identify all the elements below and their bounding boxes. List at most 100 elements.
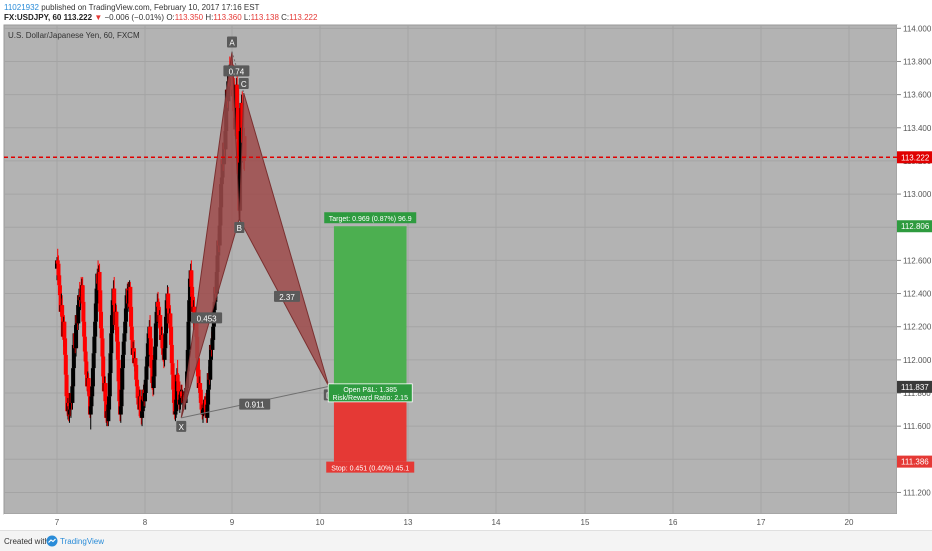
y-tick-label: 113.400	[903, 124, 932, 133]
x-tick-label: 20	[845, 518, 854, 527]
pattern-point-box	[227, 36, 237, 48]
profit-zone[interactable]	[333, 226, 407, 387]
tradingview-link[interactable]: TradingView	[60, 537, 105, 546]
candle-body	[152, 359, 157, 377]
candle-body	[189, 270, 194, 287]
candle-body	[154, 311, 159, 324]
axis-label-target[interactable]: 112.806	[897, 220, 932, 233]
candle	[63, 348, 68, 380]
candle-body	[94, 288, 99, 304]
stop-label: Stop: 0.451 (0.40%) 45.1	[326, 461, 415, 473]
candle	[98, 301, 104, 334]
pattern-point-c[interactable]: C	[238, 77, 249, 89]
y-tick-label: 112.600	[903, 256, 932, 265]
axis-label-entry[interactable]: 111.837	[897, 380, 932, 393]
last-price: 113.222	[63, 13, 93, 22]
candle-body	[63, 354, 68, 375]
pattern-point-a[interactable]: A	[227, 36, 237, 48]
candle-body	[120, 354, 126, 369]
axis-label-text: 111.386	[901, 458, 929, 467]
y-tick-label: 111.200	[903, 488, 931, 497]
tradingview-logo-icon[interactable]	[46, 535, 58, 547]
candle-body	[171, 374, 176, 390]
pattern-ratio[interactable]: 2.37	[274, 290, 300, 302]
candle-body	[164, 316, 169, 334]
candle-body	[129, 306, 134, 327]
y-tick-label: 111.600	[903, 422, 931, 431]
candle	[116, 354, 121, 385]
candle	[98, 281, 103, 317]
candle-body	[240, 102, 245, 128]
candle	[64, 368, 69, 402]
current-price-label[interactable]: 113.222	[897, 151, 932, 164]
candle-body	[99, 328, 104, 339]
candle-body	[200, 409, 206, 415]
candle	[112, 276, 117, 311]
candle	[81, 293, 86, 327]
axis-label-text: 112.806	[901, 222, 930, 231]
user-id[interactable]: 11021932	[4, 3, 39, 12]
candle	[134, 359, 139, 384]
candle-body	[145, 343, 150, 357]
x-tick-label: 16	[669, 518, 678, 527]
candle-body	[80, 285, 85, 302]
candle-body	[206, 373, 211, 390]
candle-body	[98, 290, 103, 312]
candle-body	[71, 344, 76, 369]
footer: Created with TradingView	[0, 530, 932, 551]
candle	[186, 315, 191, 360]
candle-body	[118, 406, 123, 415]
candle-body	[174, 399, 179, 412]
candle-body	[88, 406, 93, 415]
candle-body	[205, 404, 210, 418]
candle-body	[117, 381, 122, 402]
pattern-point-label: A	[229, 39, 235, 48]
candle-body	[70, 386, 75, 403]
candle-body	[199, 402, 204, 410]
high-value: 113.360	[213, 13, 242, 22]
pattern-point-x[interactable]: X	[176, 420, 187, 432]
pattern-point-b[interactable]: B	[234, 221, 245, 233]
pattern-point-box	[234, 221, 245, 233]
candle-body	[176, 381, 181, 392]
candle	[90, 383, 95, 407]
long-position-tool[interactable]: Target: 0.969 (0.87%) 96.9 Stop: 0.451 (0…	[324, 212, 417, 473]
price-axis[interactable]: 114.000113.800113.600113.400113.200113.0…	[897, 24, 932, 497]
bcd-triangle[interactable]	[238, 92, 330, 387]
close-label: C:	[281, 13, 290, 22]
candle-body	[60, 305, 65, 317]
x-tick-label: 9	[230, 518, 235, 527]
candle-body	[138, 396, 143, 410]
candle-body	[198, 389, 203, 403]
candle	[208, 354, 213, 387]
candle-body	[143, 379, 148, 393]
candle	[57, 268, 62, 299]
candle-body	[153, 346, 158, 360]
y-tick-label: 111.800	[903, 389, 931, 398]
candle-body	[156, 301, 161, 307]
candle-body	[168, 313, 173, 327]
candle	[189, 260, 194, 292]
time-axis[interactable]: 7 8 9 10 13 14 15 16 17 20	[55, 518, 854, 527]
candle-body	[98, 311, 104, 329]
candle-body	[233, 117, 238, 130]
axis-label-text: 111.837	[901, 383, 929, 392]
pattern-ratio[interactable]: 0.911	[239, 398, 271, 410]
pattern-ratio[interactable]: 0.453	[191, 312, 223, 324]
pattern-point-box	[238, 77, 249, 89]
candle	[176, 373, 181, 395]
axis-label-stop[interactable]: 111.386	[897, 455, 932, 468]
candle	[101, 348, 106, 380]
pattern-point-label: B	[237, 224, 242, 233]
candle-body	[158, 315, 163, 327]
pattern-point-box	[176, 420, 187, 432]
candle-body	[206, 389, 211, 405]
pattern-ratio[interactable]: 0.74	[223, 65, 250, 77]
candle	[169, 318, 174, 350]
candle-body	[166, 293, 171, 309]
x-tick-label: 14	[492, 518, 501, 527]
publish-line: 11021932 published on TradingView.com, F…	[4, 3, 259, 12]
candle-body	[208, 344, 213, 360]
